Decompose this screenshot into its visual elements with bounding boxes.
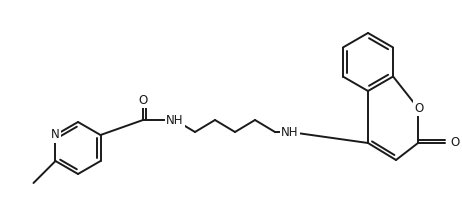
Text: O: O — [414, 102, 424, 114]
Text: NH: NH — [166, 114, 184, 126]
Text: NH: NH — [281, 125, 299, 139]
Text: O: O — [450, 136, 459, 150]
Text: O: O — [139, 94, 148, 106]
Text: N: N — [51, 129, 60, 141]
